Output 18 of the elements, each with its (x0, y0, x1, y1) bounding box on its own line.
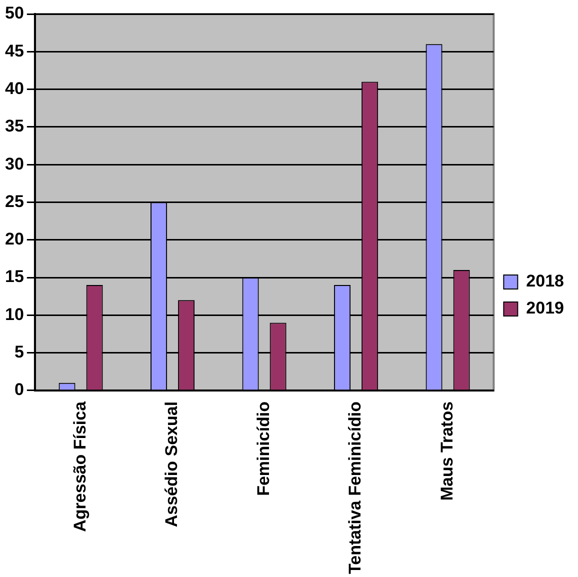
y-tick-label: 30 (4, 154, 24, 174)
y-tick-label: 20 (4, 230, 24, 249)
x-tick-label: Feminicídio (254, 401, 273, 496)
legend-label: 2018 (526, 272, 564, 291)
y-tick-label: 35 (4, 116, 24, 136)
x-tick-label: Maus Tratos (437, 401, 456, 501)
y-tick-label: 0 (14, 380, 24, 400)
legend-label: 2019 (526, 298, 564, 318)
y-tick-label: 50 (4, 4, 24, 23)
x-tick-label: Agressão Física (70, 400, 90, 532)
y-tick-label: 45 (4, 41, 24, 60)
y-tick-label: 5 (14, 342, 24, 362)
x-tick-label: Assédio Sexual (162, 401, 182, 528)
y-tick-label: 25 (4, 192, 24, 211)
y-tick-label: 15 (4, 267, 24, 286)
y-tick-label: 40 (4, 78, 24, 98)
y-tick-label: 10 (4, 304, 24, 324)
x-tick-label: Tentativa Feminicídio (346, 401, 365, 574)
